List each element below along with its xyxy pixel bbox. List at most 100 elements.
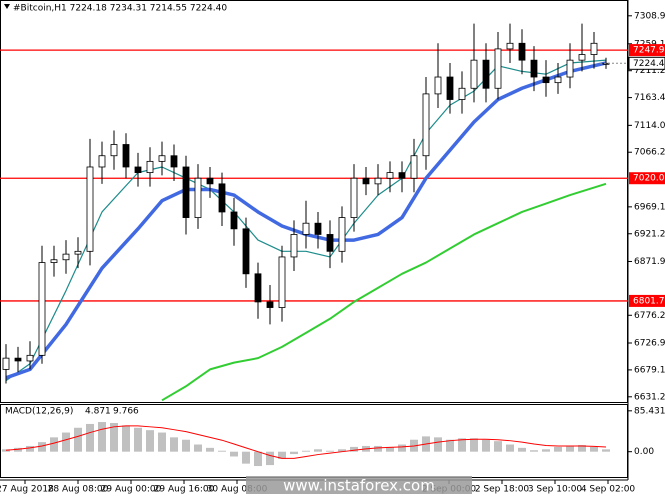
candle-body <box>434 76 442 95</box>
candle-body <box>458 87 466 100</box>
level-label: 7020.02 <box>633 174 665 184</box>
candle-body <box>506 42 514 50</box>
watermark: www.instaforex.com <box>283 477 435 495</box>
candle-body <box>278 256 286 308</box>
macd-bar <box>266 451 274 466</box>
candle-body <box>494 48 502 89</box>
macd-bar <box>74 427 82 452</box>
macd-bar <box>482 439 490 452</box>
moving-average <box>161 182 607 402</box>
macd-bar <box>530 450 538 452</box>
macd-bar <box>146 430 154 452</box>
chart-title: #Bitcoin,H1 7224.18 7234.31 7214.55 7224… <box>13 4 227 14</box>
macd-signal <box>5 425 607 459</box>
macd-bar <box>326 450 334 452</box>
x-tick-label: 2 Sep 18:00 <box>475 485 530 495</box>
candle-body <box>50 259 58 263</box>
candle-body <box>542 76 550 84</box>
y-tick-label: 7163.40 <box>634 93 665 103</box>
moving-average <box>5 59 607 382</box>
macd-bar <box>38 442 46 452</box>
x-tick-label: 30 Aug 08:00 <box>207 485 268 495</box>
macd-bar <box>182 439 190 452</box>
macd-bar <box>278 451 286 459</box>
candle-body <box>338 217 346 252</box>
y-tick-label: 6871.95 <box>634 257 665 267</box>
candle-body <box>362 177 370 185</box>
macd-bar <box>2 449 10 452</box>
macd-bar <box>494 441 502 452</box>
macd-bar <box>590 446 598 452</box>
macd-bar <box>242 451 250 464</box>
candle-body <box>350 177 358 218</box>
macd-bar <box>470 438 478 452</box>
price-label: 7224.40 <box>633 59 665 69</box>
macd-bar <box>206 447 214 452</box>
macd-bar <box>602 449 610 452</box>
candle-body <box>170 155 178 168</box>
level-label-bg <box>629 172 665 185</box>
macd-value: 4.871 <box>85 407 111 417</box>
candle-body <box>530 59 538 78</box>
candle-body <box>290 234 298 258</box>
macd-bar <box>134 427 142 452</box>
y-tick-label: 7308.90 <box>634 11 665 21</box>
macd-bar <box>458 438 466 452</box>
macd-bar <box>578 444 586 452</box>
x-tick-label: 29 Aug 00:00 <box>101 485 162 495</box>
candle-body <box>158 155 166 162</box>
macd-bar <box>98 422 106 452</box>
price-label-bg <box>628 56 665 70</box>
level-label-bg <box>629 44 665 57</box>
macd-bar <box>446 439 454 452</box>
macd-bar <box>110 422 118 452</box>
y-tick-label: 7114.05 <box>634 121 665 131</box>
candle-body <box>182 166 190 218</box>
candle-body <box>2 357 10 370</box>
candle-body <box>122 144 130 168</box>
watermark-bg <box>246 476 472 494</box>
candle-body <box>86 166 94 252</box>
candle-body <box>470 59 478 89</box>
candle-body <box>398 172 406 179</box>
candle-body <box>422 93 430 157</box>
level-label: 6801.79 <box>633 296 665 306</box>
macd-bar <box>374 445 382 452</box>
candle-body <box>266 301 274 308</box>
y-tick-label: 7066.25 <box>634 148 665 158</box>
x-tick-label: 3 Sep 10:00 <box>528 485 583 495</box>
candle-body <box>14 357 22 362</box>
macd-bar <box>122 425 130 452</box>
y-tick-label: 6679.10 <box>634 365 665 375</box>
macd-bar <box>218 450 226 452</box>
macd-bar <box>290 451 298 455</box>
candle-body <box>26 354 34 362</box>
candle-body <box>146 160 154 174</box>
macd-bar <box>254 451 262 467</box>
x-tick-label: 4 Sep 02:00 <box>581 485 636 495</box>
candle-body <box>110 144 118 157</box>
candle-body <box>206 177 214 185</box>
menu-icon <box>4 4 10 9</box>
macd-bar <box>230 451 238 457</box>
macd-bar <box>398 444 406 452</box>
macd-bar <box>554 446 562 452</box>
y-tick-label: 6969.10 <box>634 202 665 212</box>
candle-body <box>98 155 106 168</box>
level-label: 7247.91 <box>633 46 665 56</box>
candle-body <box>242 228 250 275</box>
macd-bar <box>50 437 58 452</box>
candle-body <box>446 76 454 100</box>
y-tick-label: 6776.25 <box>634 311 665 321</box>
macd-bar <box>350 446 358 452</box>
y-tick-label: 6631.25 <box>634 392 665 402</box>
macd-bar <box>434 437 442 452</box>
macd-bar <box>338 449 346 452</box>
candle-body <box>254 273 262 303</box>
candle-body <box>134 166 142 174</box>
candle-body <box>230 211 238 230</box>
macd-bar <box>86 423 94 452</box>
y-tick-label: 6921.25 <box>634 229 665 239</box>
